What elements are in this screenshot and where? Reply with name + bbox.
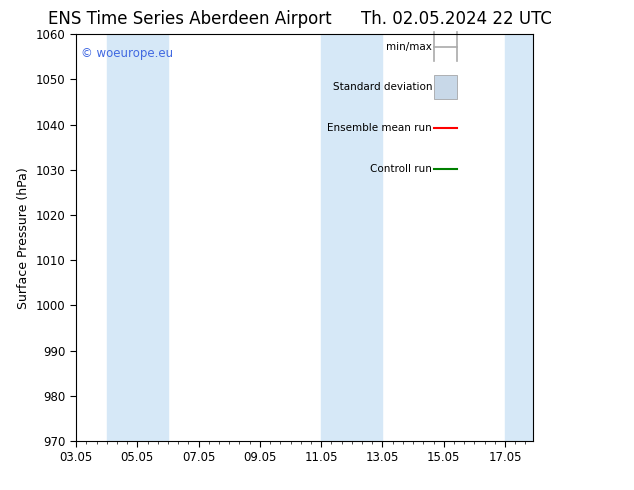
Y-axis label: Surface Pressure (hPa): Surface Pressure (hPa) [17,167,30,309]
FancyBboxPatch shape [434,75,457,99]
Text: Ensemble mean run: Ensemble mean run [327,123,432,133]
Text: Standard deviation: Standard deviation [333,82,432,92]
Text: Th. 02.05.2024 22 UTC: Th. 02.05.2024 22 UTC [361,10,552,28]
Text: min/max: min/max [386,42,432,51]
Text: Controll run: Controll run [370,164,432,173]
Bar [107,34,168,441]
Text: © woeurope.eu: © woeurope.eu [81,47,173,59]
Bar [321,34,382,441]
Bar [505,34,534,441]
Text: ENS Time Series Aberdeen Airport: ENS Time Series Aberdeen Airport [48,10,332,28]
